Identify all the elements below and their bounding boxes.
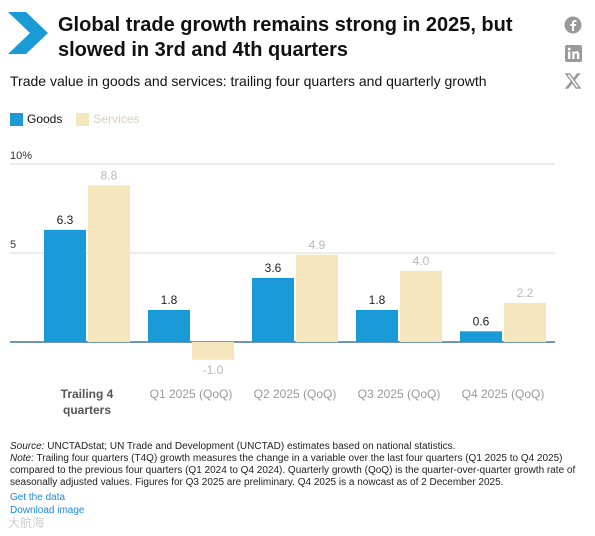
note-text: Trailing four quarters (T4Q) growth meas…: [10, 453, 576, 488]
chart-title: Global trade growth remains strong in 20…: [58, 14, 513, 61]
source-note: Source: UNCTADstat; UN Trade and Develop…: [10, 441, 455, 453]
data-label-services: 4.9: [309, 238, 326, 252]
legend-swatch-services: [76, 112, 90, 126]
data-label-goods: 0.6: [473, 314, 490, 328]
legend-item-goods: Goods: [10, 112, 62, 126]
data-label-services: 4.0: [413, 254, 430, 268]
note-label: Note:: [10, 453, 34, 464]
bar-goods: [44, 229, 86, 342]
data-label-services: 8.8: [101, 168, 118, 182]
legend-label-services: Services: [93, 112, 140, 126]
x-icon[interactable]: [562, 70, 584, 92]
bar-goods: [252, 277, 294, 342]
methodology-note: Note: Trailing four quarters (T4Q) growt…: [10, 453, 585, 489]
legend-item-services: Services: [76, 112, 139, 126]
chart-legend: Goods Services: [10, 112, 153, 126]
x-tick-label: Q1 2025 (QoQ): [150, 387, 233, 401]
bar-services: [504, 302, 546, 342]
chart-subtitle: Trade value in goods and services: trail…: [10, 73, 487, 89]
y-tick-label: 10%: [10, 150, 32, 162]
bar-services: [88, 185, 130, 342]
bar-services: [400, 270, 442, 342]
get-data-link[interactable]: Get the data: [10, 492, 66, 503]
download-image-link[interactable]: Download image: [10, 505, 85, 516]
linkedin-icon[interactable]: [562, 42, 584, 64]
y-tick-label: 5: [10, 239, 16, 251]
source-text: UNCTADstat; UN Trade and Development (UN…: [44, 441, 456, 452]
x-tick-label: Q3 2025 (QoQ): [358, 387, 441, 401]
legend-label-goods: Goods: [27, 112, 63, 126]
x-tick-label: quarters: [63, 403, 111, 417]
facebook-icon[interactable]: [562, 14, 584, 36]
bar-services: [296, 254, 338, 342]
data-label-services: 2.2: [517, 286, 534, 300]
data-label-goods: 3.6: [265, 261, 282, 275]
bar-goods: [148, 309, 190, 342]
source-label: Source:: [10, 441, 45, 452]
watermark: 大航海: [8, 516, 45, 530]
bar-goods: [460, 331, 502, 342]
data-label-goods: 1.8: [161, 293, 178, 307]
data-label-services: -1.0: [203, 363, 224, 377]
data-label-goods: 1.8: [369, 293, 386, 307]
bar-goods: [356, 309, 398, 342]
legend-swatch-goods: [10, 112, 23, 126]
data-label-goods: 6.3: [57, 213, 74, 227]
bar-chart: 10% 5 6.3 1.8 3.6 1.8 0.6 8.8 -1.0 4.9 4.0 2.2 Trail…: [10, 150, 555, 417]
x-tick-label: Q4 2025 (QoQ): [462, 387, 545, 401]
unctad-logo-icon: [8, 12, 48, 54]
x-tick-label: Trailing 4: [61, 387, 114, 401]
x-tick-label: Q2 2025 (QoQ): [254, 387, 337, 401]
bar-services: [192, 342, 234, 360]
